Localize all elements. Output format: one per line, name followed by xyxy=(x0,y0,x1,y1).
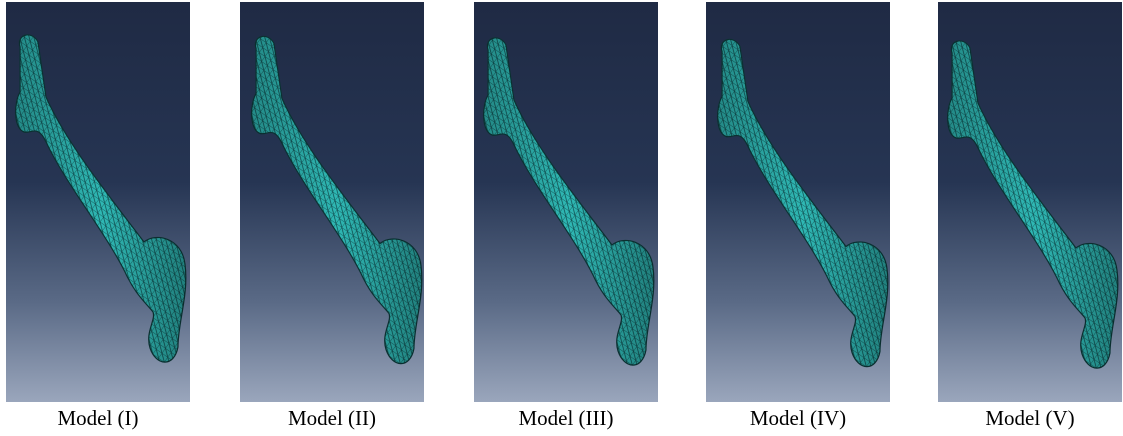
mesh-view xyxy=(706,2,890,402)
figure: Model (I) Model (II) Model (III) Model (IV)… xyxy=(0,0,1123,436)
femur-shading xyxy=(252,36,422,363)
mesh-view xyxy=(474,2,658,402)
model-panel xyxy=(474,2,658,402)
model-panel xyxy=(938,2,1122,402)
femur-shading xyxy=(948,41,1118,368)
caption: Model (IV) xyxy=(706,406,890,431)
femur-shading xyxy=(484,38,654,365)
mesh-view xyxy=(240,2,424,402)
mesh-view xyxy=(6,2,190,402)
caption: Model (V) xyxy=(938,406,1122,431)
caption: Model (II) xyxy=(240,406,424,431)
femur-shading xyxy=(16,35,186,362)
femur-shading xyxy=(718,39,888,366)
model-panel xyxy=(6,2,190,402)
caption: Model (III) xyxy=(474,406,658,431)
model-panel xyxy=(240,2,424,402)
caption: Model (I) xyxy=(6,406,190,431)
model-panel xyxy=(706,2,890,402)
mesh-view xyxy=(938,2,1122,402)
